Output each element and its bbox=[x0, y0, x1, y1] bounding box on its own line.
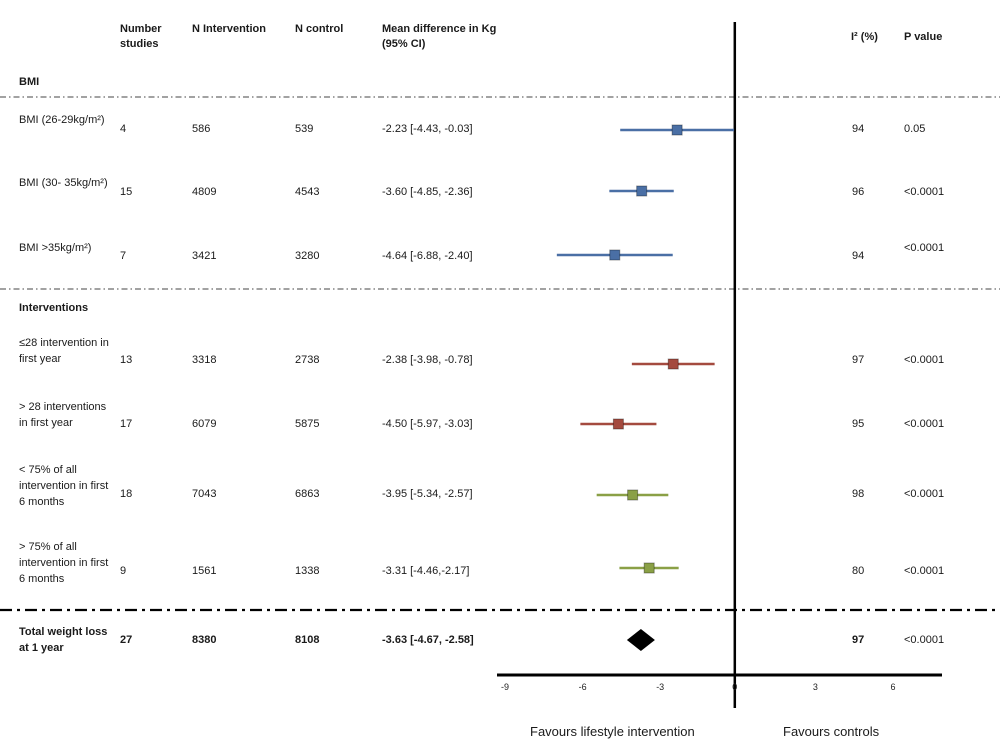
total-p-value: <0.0001 bbox=[904, 634, 945, 646]
point-estimate-marker bbox=[643, 562, 655, 574]
row-p-value: <0.0001 bbox=[904, 354, 945, 366]
row-label: > 75% of all intervention in first 6 mon… bbox=[19, 541, 109, 585]
x-tick-label: 3 bbox=[813, 682, 818, 692]
row-ci-text: -3.95 [-5.34, -2.57] bbox=[382, 488, 473, 500]
row-studies: 15 bbox=[120, 186, 133, 198]
favours-controls-label: Favours controls bbox=[783, 724, 880, 739]
row-studies: 18 bbox=[120, 488, 133, 500]
row-n-control: 5875 bbox=[295, 418, 320, 430]
row-n-control: 6863 bbox=[295, 488, 320, 500]
row-i2: 98 bbox=[852, 488, 865, 500]
row-label: < 75% of all intervention in first 6 mon… bbox=[19, 464, 109, 508]
row-ci-text: -4.50 [-5.97, -3.03] bbox=[382, 418, 473, 430]
row-i2: 95 bbox=[852, 418, 865, 430]
total-studies: 27 bbox=[120, 634, 133, 646]
x-tick-label: -6 bbox=[579, 682, 587, 692]
row-studies: 9 bbox=[120, 565, 127, 577]
x-tick-label: 6 bbox=[890, 682, 895, 692]
row-n-intervention: 1561 bbox=[192, 565, 217, 577]
row-ci-text: -2.38 [-3.98, -0.78] bbox=[382, 354, 473, 366]
row-ci-text: -4.64 [-6.88, -2.40] bbox=[382, 250, 473, 262]
total-n-intervention: 8380 bbox=[192, 634, 217, 646]
header-n-intervention: N Intervention bbox=[192, 23, 266, 35]
point-estimate-marker bbox=[671, 124, 683, 136]
row-n-control: 1338 bbox=[295, 565, 320, 577]
row-p-value: <0.0001 bbox=[904, 242, 945, 254]
header-mean-difference: Mean difference in Kg (95% CI) bbox=[382, 23, 497, 50]
row-n-control: 3280 bbox=[295, 250, 320, 262]
total-n-control: 8108 bbox=[295, 634, 320, 646]
row-i2: 94 bbox=[852, 250, 865, 262]
point-estimate-marker bbox=[636, 185, 648, 197]
row-p-value: <0.0001 bbox=[904, 186, 945, 198]
row-p-value: <0.0001 bbox=[904, 418, 945, 430]
section-bmi: BMI bbox=[19, 76, 40, 88]
header-studies: Number studies bbox=[120, 23, 162, 50]
row-studies: 13 bbox=[120, 354, 133, 366]
point-estimate-marker bbox=[609, 249, 621, 261]
header-p-value: P value bbox=[904, 31, 943, 43]
point-estimate-marker bbox=[612, 418, 624, 430]
row-label: > 28 interventions in first year bbox=[19, 401, 107, 429]
header-n-control: N control bbox=[295, 23, 344, 35]
row-n-control: 539 bbox=[295, 123, 314, 135]
row-i2: 96 bbox=[852, 186, 865, 198]
row-p-value: <0.0001 bbox=[904, 488, 945, 500]
favours-lifestyle-label: Favours lifestyle intervention bbox=[530, 724, 695, 739]
row-p-value: 0.05 bbox=[904, 123, 926, 135]
row-n-intervention: 7043 bbox=[192, 488, 217, 500]
x-tick-label: -3 bbox=[656, 682, 664, 692]
row-i2: 97 bbox=[852, 354, 865, 366]
row-studies: 4 bbox=[120, 123, 127, 135]
row-p-value: <0.0001 bbox=[904, 565, 945, 577]
x-tick-label: -9 bbox=[501, 682, 509, 692]
pooled-diamond bbox=[626, 629, 655, 651]
row-n-intervention: 4809 bbox=[192, 186, 217, 198]
row-n-control: 4543 bbox=[295, 186, 320, 198]
row-n-intervention: 3421 bbox=[192, 250, 217, 262]
total-label: Total weight loss at 1 year bbox=[19, 626, 108, 654]
point-estimate-marker bbox=[667, 358, 679, 370]
row-ci-text: -2.23 [-4.43, -0.03] bbox=[382, 123, 473, 135]
row-studies: 7 bbox=[120, 250, 127, 262]
section-interventions: Interventions bbox=[19, 302, 89, 314]
x-tick-label: 0 bbox=[732, 682, 737, 692]
header-i2: I² (%) bbox=[851, 31, 878, 43]
row-label: BMI (30- 35kg/m²) bbox=[19, 177, 108, 189]
row-label: BMI >35kg/m²) bbox=[19, 242, 92, 254]
row-label: BMI (26-29kg/m²) bbox=[19, 114, 105, 126]
row-n-intervention: 586 bbox=[192, 123, 211, 135]
total-ci-text: -3.63 [-4.67, -2.58] bbox=[382, 634, 474, 646]
row-i2: 94 bbox=[852, 123, 865, 135]
row-n-intervention: 6079 bbox=[192, 418, 217, 430]
row-label: ≤28 intervention in first year bbox=[19, 337, 109, 365]
row-i2: 80 bbox=[852, 565, 865, 577]
row-n-control: 2738 bbox=[295, 354, 320, 366]
row-n-intervention: 3318 bbox=[192, 354, 217, 366]
point-estimate-marker bbox=[627, 489, 639, 501]
total-i2: 97 bbox=[852, 634, 865, 646]
row-ci-text: -3.31 [-4.46,-2.17] bbox=[382, 565, 470, 577]
row-ci-text: -3.60 [-4.85, -2.36] bbox=[382, 186, 473, 198]
row-studies: 17 bbox=[120, 418, 133, 430]
